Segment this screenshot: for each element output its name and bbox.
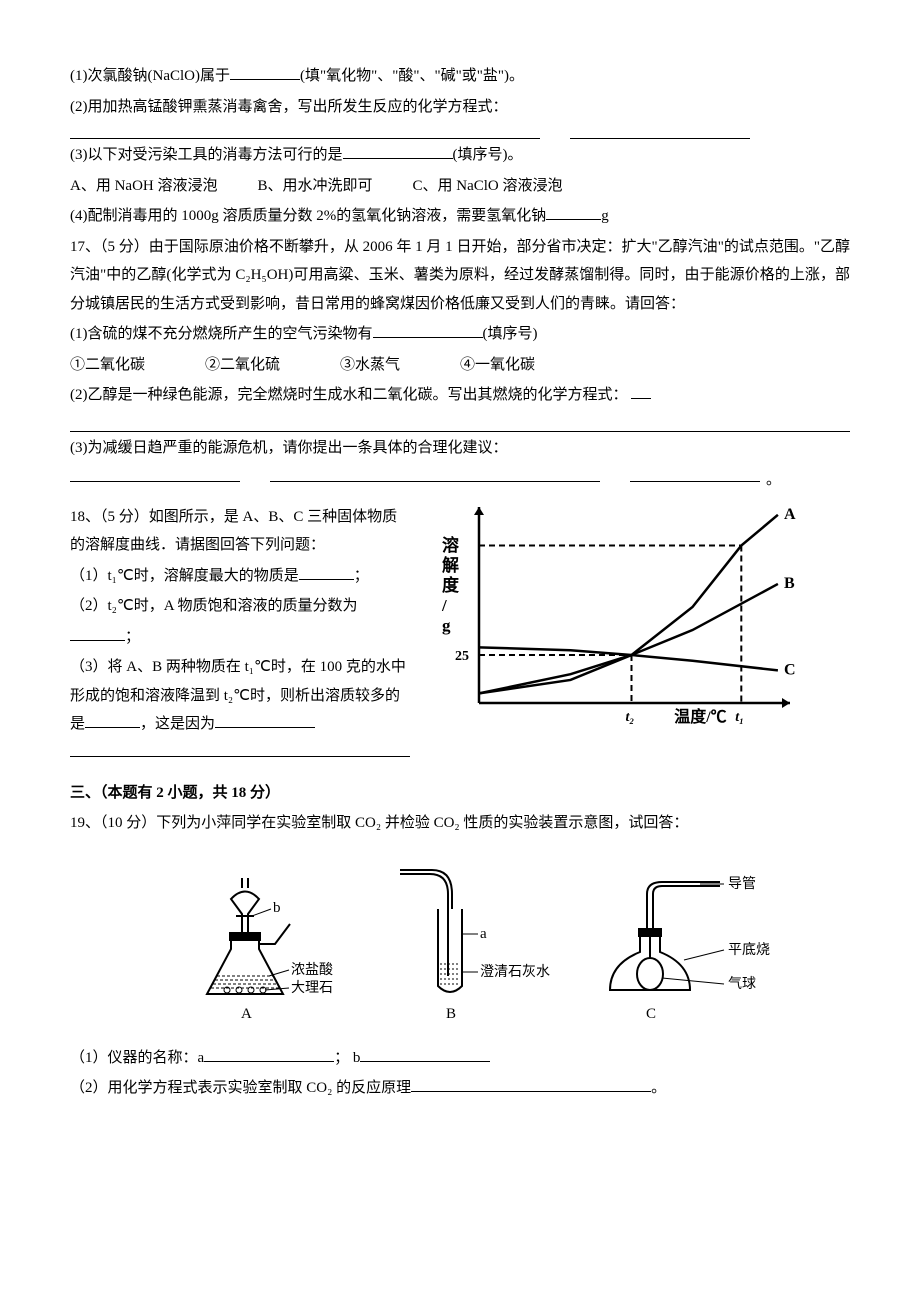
svg-text:B: B [784,574,795,591]
blank-17-3b[interactable] [270,466,600,482]
q17-options: ①二氧化碳 ②二氧化硫 ③水蒸气 ④一氧化碳 [70,351,850,380]
q16-4b: g [601,208,609,224]
spacer [546,123,564,139]
q19-1b: ； b [334,1050,360,1066]
q16-options: A、用 NaOH 溶液浸泡 B、用水冲洗即可 C、用 NaClO 溶液浸泡 [70,172,850,201]
q17-line2: (2)乙醇是一种绿色能源，完全燃烧时生成水和二氧化碳。写出其燃烧的化学方程式： [70,381,850,410]
svg-text:C: C [784,661,796,678]
svg-text:t₁: t₁ [735,710,744,725]
q17-o4: ④一氧化碳 [460,351,535,380]
q18-q3: （3）将 A、B 两种物质在 t₁℃时，在 100 克的水中形成的饱和溶液降温到… [70,653,410,739]
blank-18-2[interactable] [70,625,125,641]
svg-text:25: 25 [455,649,469,664]
q16-line2: (2)用加热高锰酸钾熏蒸消毒禽舍，写出所发生反应的化学方程式： [70,93,850,122]
blank-17-3a[interactable] [70,466,240,482]
q17-o2: ②二氧化硫 [205,351,280,380]
svg-text:解: 解 [442,555,459,575]
q16-1a: (1)次氯酸钠(NaClO)属于 [70,68,230,84]
q18-2a: （2）t₂℃时，A 物质饱和溶液的质量分数为 [70,598,358,614]
q16-4a: (4)配制消毒用的 1000g 溶质质量分数 2%的氢氧化钠溶液，需要氢氧化钠 [70,208,546,224]
svg-text:C: C [646,1006,656,1022]
q16-line3: (3)以下对受污染工具的消毒方法可行的是 (填序号)。 [70,141,850,170]
blank-18-3a[interactable] [85,712,140,728]
blank-16-2a[interactable] [70,123,540,139]
q18-q2b: ； [70,623,410,652]
svg-text:B: B [446,1006,456,1022]
q18-1a: （1）t₁℃时，溶解度最大的物质是 [70,568,299,584]
apparatus-diagram: b 浓盐酸大理石 Aa 澄清石灰水 B 导管平底烧瓶气球 C [150,844,770,1034]
blank-18-3b[interactable] [215,712,315,728]
q18-row: 18、（5 分）如图所示，是 A、B、C 三种固体物质的溶解度曲线．请据图回答下… [70,501,850,757]
svg-text:度: 度 [442,575,460,595]
q17-o1: ①二氧化碳 [70,351,145,380]
q17-1a: (1)含硫的煤不充分燃烧所产生的空气污染物有 [70,326,373,342]
q16-optA: A、用 NaOH 溶液浸泡 [70,172,218,201]
q16-line1: (1)次氯酸钠(NaClO)属于 (填"氧化物"、"酸"、"碱"或"盐")。 [70,62,850,91]
q17-1b: (填序号) [483,326,538,342]
q18-q1: （1）t₁℃时，溶解度最大的物质是 ； [70,562,410,591]
svg-text:导管: 导管 [728,876,756,892]
blank-16-3[interactable] [343,143,453,159]
blank-19-1a[interactable] [204,1046,334,1062]
svg-text:大理石: 大理石 [291,980,333,996]
svg-text:平底烧瓶: 平底烧瓶 [728,942,770,958]
q16-3a: (3)以下对受污染工具的消毒方法可行的是 [70,147,343,163]
q17-line1: (1)含硫的煤不充分燃烧所产生的空气污染物有 (填序号) [70,320,850,349]
q16-1b: (填"氧化物"、"酸"、"碱"或"盐")。 [300,68,524,84]
q19-1a: （1）仪器的名称：a [70,1050,204,1066]
svg-text:A: A [784,505,796,522]
q18-text: 18、（5 分）如图所示，是 A、B、C 三种固体物质的溶解度曲线．请据图回答下… [70,501,410,757]
blank-17-1[interactable] [373,322,483,338]
q18-1b: ； [354,568,369,584]
svg-text:温度/℃: 温度/℃ [673,707,726,726]
section-3-title: 三、（本题有 2 小题，共 18 分） [70,779,850,808]
q18-intro: 18、（5 分）如图所示，是 A、B、C 三种固体物质的溶解度曲线．请据图回答下… [70,503,410,560]
q19-q1: （1）仪器的名称：a ； b [70,1044,850,1073]
q17-line3: (3)为减缓日趋严重的能源危机，请你提出一条具体的合理化建议： [70,434,850,463]
q16-optC: C、用 NaClO 溶液浸泡 [413,172,563,201]
svg-text:t₂: t₂ [626,710,635,725]
blank-19-2[interactable] [411,1076,651,1092]
q19-apparatus: b 浓盐酸大理石 Aa 澄清石灰水 B 导管平底烧瓶气球 C [70,844,850,1034]
solubility-chart: 溶解度/g 25 A B Ct₂ t₁ 温度/℃ [424,501,804,731]
blank-16-1[interactable] [230,64,300,80]
spacer2 [246,466,264,495]
blank-17-2s[interactable] [631,383,651,399]
blank-18-1[interactable] [299,564,354,580]
q16-3b: (填序号)。 [453,147,523,163]
svg-text:浓盐酸: 浓盐酸 [291,962,333,978]
q19-q2: （2）用化学方程式表示实验室制取 CO₂ 的反应原理 。 [70,1074,850,1103]
q16-line4: (4)配制消毒用的 1000g 溶质质量分数 2%的氢氧化钠溶液，需要氢氧化钠 g [70,202,850,231]
blank-16-2b[interactable] [570,123,750,139]
svg-text:溶: 溶 [442,535,459,555]
svg-text:a: a [480,926,487,942]
q18-figure: 溶解度/g 25 A B Ct₂ t₁ 温度/℃ [424,501,850,731]
q18-q2: （2）t₂℃时，A 物质饱和溶液的质量分数为 [70,592,410,621]
q19-intro: 19、（10 分）下列为小萍同学在实验室制取 CO₂ 并检验 CO₂ 性质的实验… [70,809,850,838]
period: 。 [766,466,781,495]
blank-17-2[interactable] [70,416,850,432]
blank-16-4[interactable] [546,204,601,220]
svg-text:A: A [241,1006,252,1022]
q18-3b: ，这是因为 [140,716,215,732]
blank-18-3c[interactable] [70,741,410,757]
q19-2b: 。 [651,1080,666,1096]
svg-text:气球: 气球 [728,976,756,992]
blank-17-3c[interactable] [630,466,760,482]
q17-2: (2)乙醇是一种绿色能源，完全燃烧时生成水和二氧化碳。写出其燃烧的化学方程式： [70,387,628,403]
spacer3 [606,466,624,495]
svg-text:g: g [442,616,451,635]
svg-text:/: / [441,596,447,615]
q17-intro: 17、（5 分）由于国际原油价格不断攀升，从 2006 年 1 月 1 日开始，… [70,233,850,319]
q16-optB: B、用水冲洗即可 [258,172,373,201]
blank-19-1b[interactable] [360,1046,490,1062]
svg-text:b: b [273,900,281,916]
svg-text:澄清石灰水: 澄清石灰水 [480,964,550,980]
q19-2a: （2）用化学方程式表示实验室制取 CO₂ 的反应原理 [70,1080,411,1096]
q18-2b: ； [125,629,140,645]
q17-o3: ③水蒸气 [340,351,400,380]
